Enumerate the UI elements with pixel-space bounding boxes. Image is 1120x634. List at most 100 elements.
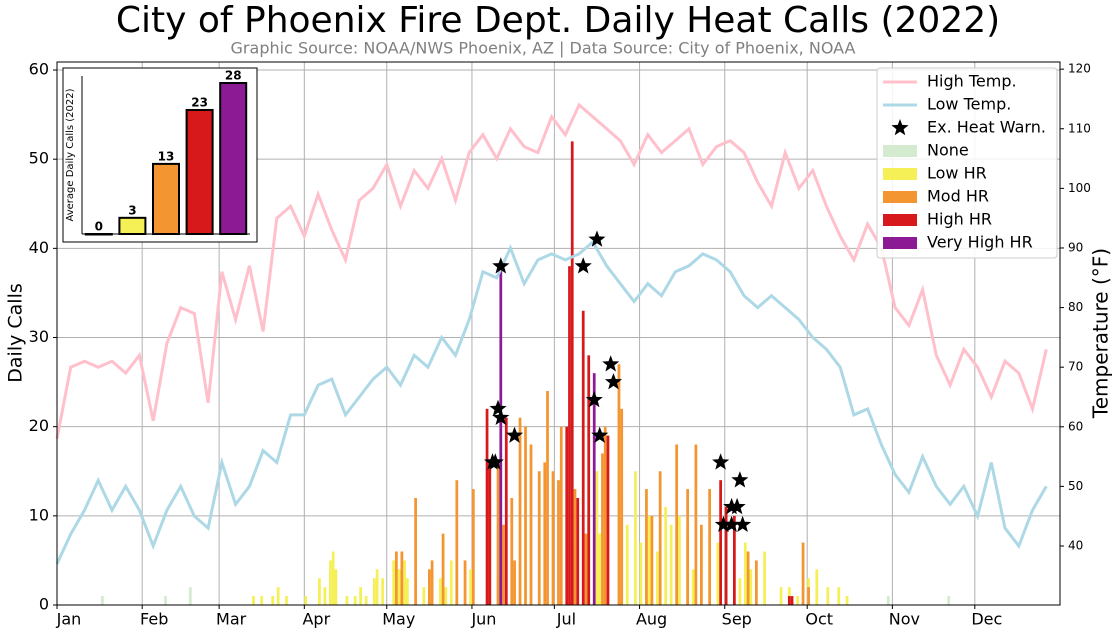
legend-swatch (883, 237, 917, 249)
bar (188, 587, 192, 605)
x-tick-label: Aug (636, 610, 667, 629)
y2-tick-label: 70 (1068, 360, 1083, 374)
heat-warning-star (492, 257, 510, 274)
y2-tick-label: 100 (1068, 181, 1091, 195)
heat-warning-star (489, 399, 507, 417)
y2-tick-label: 90 (1068, 240, 1083, 254)
bar (754, 560, 758, 605)
bar (438, 578, 442, 605)
bar (779, 587, 783, 605)
bar (617, 364, 621, 605)
y-axis-label: Daily Calls (5, 283, 27, 382)
inset-bar (118, 216, 147, 235)
x-tick-label: Apr (302, 610, 330, 629)
bar (787, 596, 791, 605)
bar (546, 391, 549, 605)
bar (397, 569, 401, 605)
heat-warning-star (585, 390, 603, 408)
y2-tick-label: 110 (1068, 121, 1091, 135)
legend-label: Low Temp. (927, 95, 1011, 114)
bar (400, 551, 404, 605)
bar (318, 578, 321, 605)
heat-warning-star (723, 515, 741, 532)
bar (543, 462, 547, 605)
bar (598, 533, 602, 605)
inset-bar (84, 233, 113, 236)
heat-warning-star (714, 515, 732, 532)
bar (345, 596, 349, 605)
bar (592, 373, 596, 605)
legend-label: Ex. Heat Warn. (927, 118, 1046, 137)
bar (796, 596, 799, 605)
bar (496, 462, 500, 605)
bar (375, 569, 379, 605)
bar (801, 542, 805, 605)
bar (669, 524, 673, 605)
bar (260, 596, 264, 605)
inset-value-label: 3 (128, 203, 136, 217)
heat-warning-star (591, 426, 609, 443)
bar (513, 560, 516, 605)
heat-warning-star (734, 515, 752, 532)
inset-value-label: 28 (225, 69, 242, 83)
legend-box (876, 67, 1058, 259)
y-tick-label: 60 (29, 60, 49, 79)
x-tick-label: Jul (556, 610, 576, 629)
bar (639, 542, 643, 605)
x-tick-label: Sep (722, 610, 752, 629)
legend-label: None (927, 141, 969, 160)
inset-bar (219, 82, 248, 235)
bar (405, 578, 409, 605)
bar (738, 578, 742, 605)
bar (587, 355, 591, 605)
x-tick-label: May (382, 610, 415, 629)
inset-value-label: 23 (191, 95, 208, 109)
bar (694, 444, 698, 605)
bar (510, 498, 514, 605)
bar (595, 471, 599, 605)
bar (463, 560, 467, 605)
bar (576, 498, 580, 605)
bar (716, 542, 720, 605)
heat-warning-star (602, 355, 620, 372)
bar (886, 596, 890, 605)
bar (392, 560, 395, 605)
legend-swatch (883, 191, 917, 203)
bar (620, 408, 624, 605)
inset-bar (152, 162, 180, 235)
bar (746, 551, 750, 605)
bar (502, 524, 505, 605)
y-tick-label: 10 (29, 505, 49, 524)
y-tick-label: 30 (29, 327, 49, 346)
bar (570, 141, 574, 605)
chart-title: City of Phoenix Fire Dept. Daily Heat Ca… (116, 0, 1000, 41)
bar (488, 462, 492, 605)
inset-value-label: 0 (95, 220, 103, 234)
bar (584, 533, 588, 605)
bar (807, 587, 810, 605)
bar (557, 480, 560, 605)
y-tick-label: 0 (39, 595, 49, 614)
bar (537, 471, 541, 605)
bar (603, 426, 607, 605)
bar (845, 596, 849, 605)
bar (504, 417, 508, 605)
heat-warning-star (486, 453, 504, 470)
x-tick-label: Feb (140, 610, 168, 629)
bar (441, 533, 445, 605)
bar (645, 489, 648, 605)
bar (763, 551, 766, 605)
bar (485, 408, 489, 605)
legend-swatch (891, 119, 909, 136)
y2-tick-label: 60 (1068, 419, 1083, 433)
heat-warning-star (506, 426, 524, 443)
bar (573, 489, 577, 605)
bar (625, 524, 629, 605)
y-tick-label: 40 (29, 238, 49, 257)
heat-warning-star (574, 257, 592, 274)
bar (565, 426, 569, 605)
legend-swatch (883, 168, 917, 180)
heat-warning-star (712, 453, 730, 470)
heat-warning-star (728, 497, 746, 515)
